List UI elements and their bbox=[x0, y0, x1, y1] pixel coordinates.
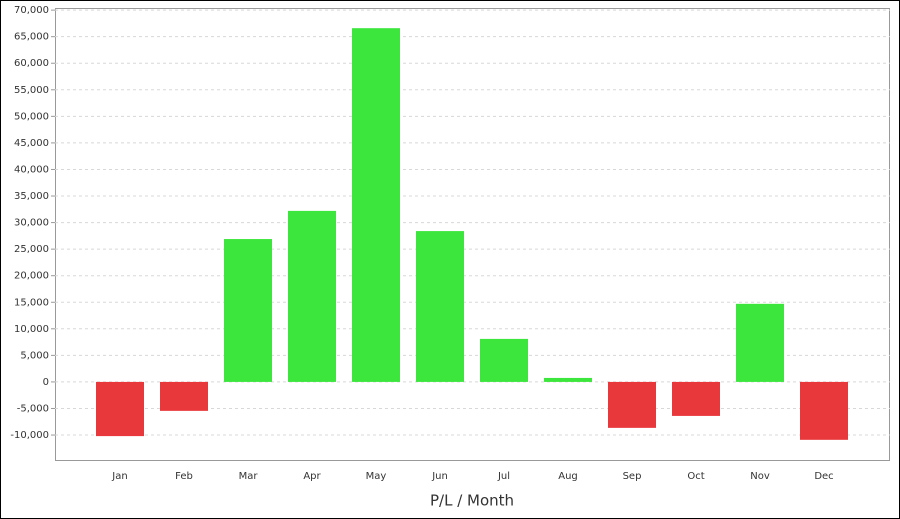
x-tick-label: May bbox=[366, 471, 387, 482]
y-tick-label: 55,000 bbox=[14, 85, 49, 96]
y-tick-label: 25,000 bbox=[14, 244, 49, 255]
y-tick-label: 20,000 bbox=[14, 271, 49, 282]
y-tick-label: 45,000 bbox=[14, 138, 49, 149]
x-axis-title: P/L / Month bbox=[430, 492, 514, 510]
bar bbox=[288, 210, 336, 382]
bar bbox=[224, 239, 272, 382]
y-tick-label: -5,000 bbox=[17, 403, 49, 414]
x-tick-label: Nov bbox=[750, 471, 770, 482]
x-tick-label: Sep bbox=[623, 471, 642, 482]
x-tick-label: Dec bbox=[814, 471, 833, 482]
bar bbox=[800, 381, 848, 440]
y-tick-label: 65,000 bbox=[14, 32, 49, 43]
x-tick-label: Apr bbox=[303, 471, 321, 482]
y-tick-label: 5,000 bbox=[20, 350, 49, 361]
x-tick-label: Oct bbox=[687, 471, 704, 482]
bar bbox=[736, 303, 784, 382]
bar bbox=[672, 381, 720, 416]
bar bbox=[96, 381, 144, 437]
bar bbox=[416, 231, 464, 382]
bar bbox=[480, 338, 528, 382]
x-tick-label: Jul bbox=[497, 471, 510, 482]
y-tick-label: 35,000 bbox=[14, 191, 49, 202]
x-tick-label: Jun bbox=[431, 471, 448, 482]
bar bbox=[544, 377, 592, 382]
y-tick-label: 70,000 bbox=[14, 5, 49, 16]
y-tick-label: 10,000 bbox=[14, 324, 49, 335]
y-tick-label: 30,000 bbox=[14, 218, 49, 229]
bar bbox=[160, 381, 208, 411]
y-tick-label: 0 bbox=[43, 377, 49, 388]
x-tick-label: Mar bbox=[239, 471, 259, 482]
y-tick-label: 15,000 bbox=[14, 297, 49, 308]
x-tick-label: Jan bbox=[111, 471, 127, 482]
y-tick-label: 40,000 bbox=[14, 164, 49, 175]
y-tick-label: 60,000 bbox=[14, 58, 49, 69]
y-tick-label: 50,000 bbox=[14, 111, 49, 122]
bar bbox=[608, 381, 656, 428]
x-tick-label: Aug bbox=[558, 471, 578, 482]
y-tick-label: -10,000 bbox=[10, 430, 49, 441]
x-tick-label: Feb bbox=[175, 471, 193, 482]
bar bbox=[352, 28, 400, 382]
